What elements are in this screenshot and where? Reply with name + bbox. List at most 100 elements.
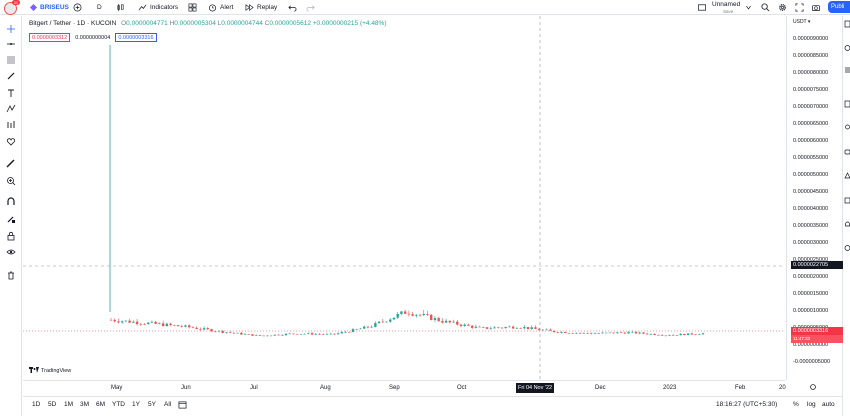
user-avatar[interactable] <box>4 2 17 15</box>
data-window-button[interactable] <box>844 66 850 75</box>
shapes-tool[interactable] <box>5 138 17 148</box>
currency-label: USDT <box>793 19 807 25</box>
range-button[interactable]: 5D <box>48 401 57 408</box>
hide-drawings-tool[interactable] <box>5 248 17 258</box>
remove-drawings-tool[interactable] <box>5 271 17 281</box>
range-button[interactable]: All <box>164 401 172 408</box>
candle-body <box>657 334 660 336</box>
auto-toggle[interactable]: auto <box>822 401 835 408</box>
price-chart[interactable] <box>23 16 785 380</box>
range-button[interactable]: 1Y <box>132 401 140 408</box>
time-axis-label: 2023 <box>663 385 677 391</box>
chart-type-button[interactable] <box>116 0 125 15</box>
notifications-button[interactable] <box>844 220 850 229</box>
candle-body <box>567 333 571 334</box>
range-button[interactable]: YTD <box>112 401 125 408</box>
time-axis[interactable]: May Jun Jul Aug Sep Oct Dec 2023 Feb 20 Fri 04 No… <box>23 380 816 394</box>
symbol-search[interactable]: BRISEUS <box>29 0 69 15</box>
candle-body <box>139 324 142 325</box>
buy-button[interactable]: 0.0000003316 <box>115 33 157 42</box>
ideas-button[interactable] <box>844 124 850 133</box>
candle-body <box>519 328 522 329</box>
settings-button[interactable] <box>778 0 787 15</box>
candle-body <box>217 330 221 332</box>
candle-body <box>228 332 232 334</box>
range-button[interactable]: 1M <box>64 401 74 408</box>
alert-button[interactable]: Alert <box>208 0 233 15</box>
chart-legend: Bitgert / Tether · 1D · KUCOIN O0.000000… <box>29 20 387 27</box>
crosshair-tool[interactable] <box>5 25 17 35</box>
zoom-tool[interactable] <box>5 177 17 187</box>
calendar-button[interactable] <box>844 196 850 205</box>
undo-button[interactable] <box>288 0 297 15</box>
candle-body <box>582 332 586 334</box>
crosshair-date-label: Fri 04 Nov '22 <box>516 383 555 393</box>
legend-close-label: C <box>264 20 270 27</box>
layout-cloud-icon-button[interactable] <box>697 0 707 15</box>
range-button[interactable]: 6M <box>96 401 106 408</box>
hotlists-button[interactable] <box>844 172 850 181</box>
tradingview-logo[interactable]: TradingView <box>29 367 71 375</box>
interval-button[interactable]: D <box>97 0 102 15</box>
chat-button[interactable] <box>844 148 850 157</box>
candle-body <box>601 332 604 334</box>
prediction-tool[interactable] <box>5 121 17 131</box>
candle-body <box>206 328 210 330</box>
candle-body <box>132 321 135 323</box>
candle-body <box>251 334 254 336</box>
fullscreen-button[interactable] <box>795 0 804 15</box>
pattern-tool[interactable] <box>5 104 17 115</box>
currency-selector[interactable]: USDT ▾ <box>793 19 811 25</box>
publish-button[interactable]: Publi <box>828 1 850 13</box>
candle-body <box>631 331 634 333</box>
chat-icon <box>844 149 850 158</box>
brush-tool[interactable] <box>5 72 17 82</box>
candle-body <box>381 321 384 323</box>
candle-body <box>694 334 697 336</box>
search-button[interactable] <box>761 0 770 15</box>
text-tool[interactable] <box>5 89 17 99</box>
chart-pane[interactable] <box>23 16 785 380</box>
watchlist-button[interactable] <box>844 20 850 29</box>
indicators-button[interactable]: Indicators <box>138 0 178 15</box>
snapshot-button[interactable] <box>811 0 821 15</box>
chevron-down-icon <box>745 4 752 11</box>
alerts-panel-button[interactable] <box>844 44 850 53</box>
candle-body <box>221 330 224 333</box>
camera-icon <box>811 3 821 12</box>
price-axis[interactable]: USDT ▾ 0.0000090000 0.0000085000 0.0000080… <box>786 16 843 380</box>
candle-body <box>322 334 325 335</box>
log-toggle[interactable]: log <box>807 401 816 408</box>
magnet-tool[interactable] <box>5 197 17 208</box>
crosshair-price-label: 0.0000022705 <box>791 261 843 269</box>
sell-button[interactable]: 0.0000003312 <box>29 33 71 42</box>
plus-circle-icon <box>73 3 82 12</box>
axis-settings-button[interactable] <box>809 383 817 393</box>
redo-button[interactable] <box>306 0 315 15</box>
date-range-button[interactable] <box>178 401 187 411</box>
replay-button[interactable]: Replay <box>245 0 277 15</box>
layout-name-button[interactable]: Unnamed Save <box>712 1 740 15</box>
price-axis-label: 0.0000040000 <box>793 206 829 212</box>
fib-tool[interactable] <box>5 56 17 66</box>
ruler-tool[interactable] <box>5 159 17 170</box>
range-button[interactable]: 1D <box>32 401 41 408</box>
layout-grid-button[interactable] <box>188 0 197 15</box>
range-button[interactable]: 5Y <box>148 401 156 408</box>
candle-body <box>299 333 303 335</box>
lock-drawing-mode-tool[interactable] <box>5 215 17 225</box>
buy-sell-panel: 0.0000003312 0.0000000004 0.0000003316 <box>29 33 157 42</box>
help-button[interactable] <box>844 244 850 253</box>
lock-all-tool[interactable] <box>5 231 17 242</box>
timezone-button[interactable]: 18:16:27 (UTC+5:30) <box>716 401 778 408</box>
percent-toggle[interactable]: % <box>793 401 799 408</box>
trendline-tool[interactable] <box>5 40 17 50</box>
heart-icon <box>6 137 16 149</box>
compare-button[interactable] <box>73 0 82 15</box>
candle-body <box>545 329 548 331</box>
news-button[interactable] <box>844 100 850 109</box>
layout-menu-chevron[interactable] <box>745 0 752 15</box>
legend-change: +0.0000000215 (+4.48%) <box>312 20 387 27</box>
range-button[interactable]: 3M <box>80 401 90 408</box>
candle-body <box>266 335 269 337</box>
